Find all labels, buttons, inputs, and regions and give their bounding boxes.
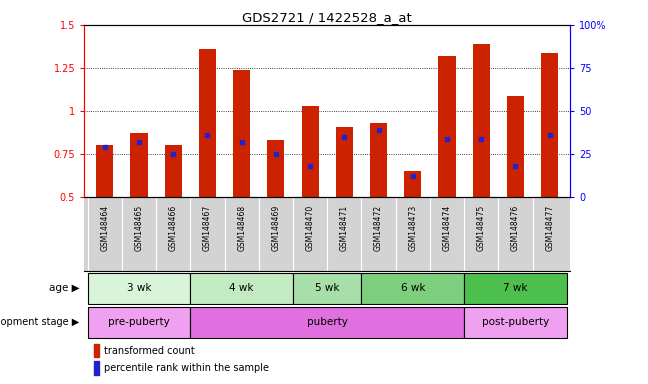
Bar bbox=[464, 273, 567, 303]
Text: development stage ▶: development stage ▶ bbox=[0, 318, 80, 328]
Bar bbox=[191, 307, 464, 338]
Bar bbox=[404, 171, 421, 197]
Bar bbox=[165, 146, 182, 197]
Bar bbox=[541, 53, 559, 197]
Text: GSM148473: GSM148473 bbox=[408, 204, 417, 251]
Bar bbox=[370, 123, 387, 197]
Text: transformed count: transformed count bbox=[104, 346, 195, 356]
Title: GDS2721 / 1422528_a_at: GDS2721 / 1422528_a_at bbox=[242, 11, 412, 24]
Bar bbox=[336, 127, 353, 197]
Bar bbox=[268, 140, 284, 197]
Text: GSM148466: GSM148466 bbox=[168, 204, 178, 251]
Text: 5 wk: 5 wk bbox=[315, 283, 340, 293]
Bar bbox=[472, 44, 490, 197]
Text: 4 wk: 4 wk bbox=[229, 283, 254, 293]
Text: GSM148475: GSM148475 bbox=[477, 204, 486, 251]
Text: GSM148465: GSM148465 bbox=[135, 204, 143, 251]
Text: percentile rank within the sample: percentile rank within the sample bbox=[104, 363, 269, 373]
Text: GSM148464: GSM148464 bbox=[100, 204, 110, 251]
Bar bbox=[96, 146, 113, 197]
Text: 7 wk: 7 wk bbox=[503, 283, 527, 293]
Text: post-puberty: post-puberty bbox=[482, 318, 549, 328]
Bar bbox=[464, 307, 567, 338]
Bar bbox=[233, 70, 250, 197]
Bar bbox=[439, 56, 456, 197]
Text: GSM148477: GSM148477 bbox=[545, 204, 554, 251]
Text: 3 wk: 3 wk bbox=[127, 283, 151, 293]
Bar bbox=[362, 273, 464, 303]
Bar bbox=[94, 344, 99, 358]
Text: age ▶: age ▶ bbox=[49, 283, 80, 293]
Text: pre-puberty: pre-puberty bbox=[108, 318, 170, 328]
Bar bbox=[87, 307, 191, 338]
Text: GSM148476: GSM148476 bbox=[511, 204, 520, 251]
Text: GSM148469: GSM148469 bbox=[272, 204, 281, 251]
Text: GSM148467: GSM148467 bbox=[203, 204, 212, 251]
Text: 6 wk: 6 wk bbox=[400, 283, 425, 293]
Bar bbox=[130, 133, 148, 197]
Text: puberty: puberty bbox=[307, 318, 348, 328]
Bar bbox=[191, 273, 293, 303]
Bar bbox=[507, 96, 524, 197]
Bar bbox=[293, 273, 362, 303]
Text: GSM148468: GSM148468 bbox=[237, 204, 246, 251]
Bar bbox=[87, 273, 191, 303]
Text: GSM148474: GSM148474 bbox=[443, 204, 452, 251]
Bar bbox=[301, 106, 319, 197]
Text: GSM148470: GSM148470 bbox=[306, 204, 315, 251]
Bar bbox=[94, 361, 99, 375]
Text: GSM148471: GSM148471 bbox=[340, 204, 349, 251]
Bar bbox=[199, 49, 216, 197]
Text: GSM148472: GSM148472 bbox=[374, 204, 383, 251]
